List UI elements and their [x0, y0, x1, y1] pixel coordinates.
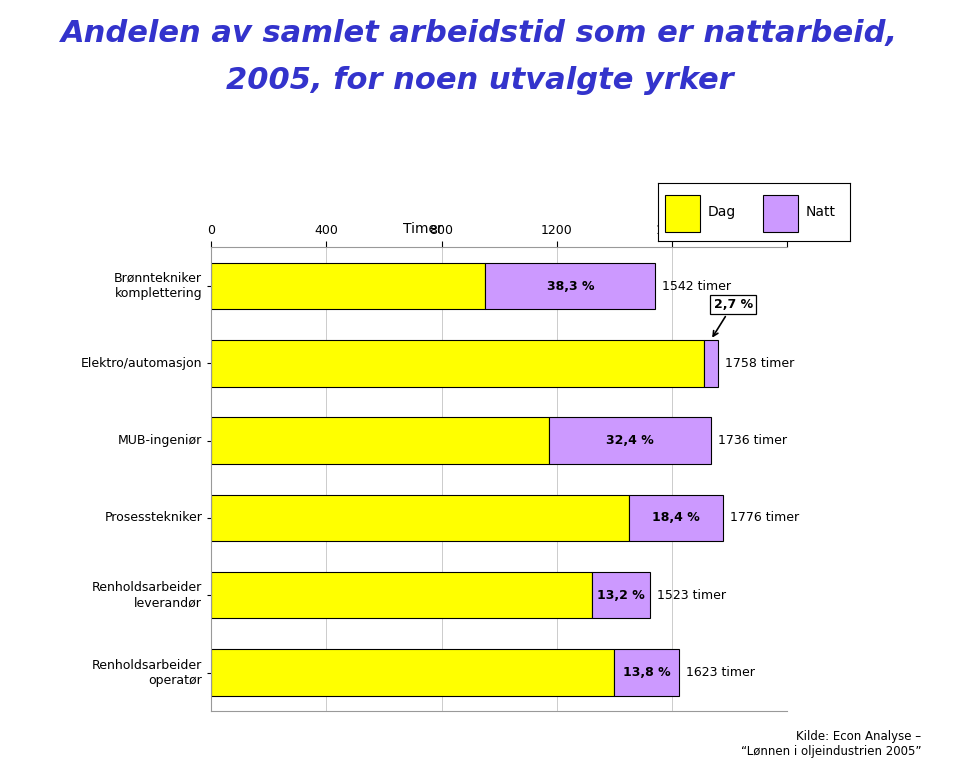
- Text: Andelen av samlet arbeidstid som er nattarbeid,: Andelen av samlet arbeidstid som er natt…: [61, 19, 899, 49]
- Bar: [485, 263, 656, 309]
- Bar: [763, 195, 798, 233]
- Text: Dag: Dag: [708, 205, 735, 220]
- Bar: [211, 649, 614, 696]
- Text: 1523 timer: 1523 timer: [657, 589, 726, 601]
- Bar: [614, 649, 679, 696]
- Bar: [211, 417, 549, 464]
- Bar: [211, 263, 485, 309]
- Text: 1542 timer: 1542 timer: [662, 280, 732, 292]
- Text: 1736 timer: 1736 timer: [718, 434, 787, 447]
- Bar: [211, 340, 704, 386]
- Text: 2005, for noen utvalgte yrker: 2005, for noen utvalgte yrker: [227, 66, 733, 95]
- Bar: [704, 340, 717, 386]
- Text: 13,2 %: 13,2 %: [597, 589, 645, 601]
- Bar: [629, 495, 723, 541]
- Text: Timer: Timer: [402, 222, 443, 236]
- Bar: [211, 572, 592, 618]
- Bar: [211, 495, 629, 541]
- Text: 1776 timer: 1776 timer: [730, 512, 799, 524]
- Bar: [665, 195, 700, 233]
- Text: 13,8 %: 13,8 %: [622, 666, 670, 679]
- Text: Kilde: Econ Analyse –
“Lønnen i oljeindustrien 2005”: Kilde: Econ Analyse – “Lønnen i oljeindu…: [741, 730, 922, 758]
- Text: 2,7 %: 2,7 %: [713, 298, 753, 336]
- Bar: [592, 572, 650, 618]
- Text: 1758 timer: 1758 timer: [725, 357, 794, 369]
- Bar: [549, 417, 711, 464]
- Text: 38,3 %: 38,3 %: [546, 280, 594, 292]
- Text: Natt: Natt: [805, 205, 835, 220]
- Text: 1623 timer: 1623 timer: [685, 666, 755, 679]
- Text: 32,4 %: 32,4 %: [607, 434, 654, 447]
- Text: 18,4 %: 18,4 %: [652, 512, 700, 524]
